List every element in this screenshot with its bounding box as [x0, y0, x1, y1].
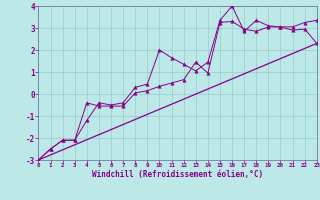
X-axis label: Windchill (Refroidissement éolien,°C): Windchill (Refroidissement éolien,°C)	[92, 170, 263, 179]
